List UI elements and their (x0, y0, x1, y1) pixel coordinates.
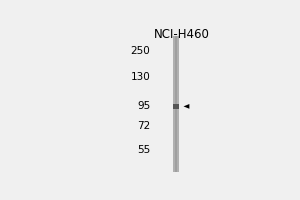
Text: 95: 95 (137, 101, 150, 111)
Bar (172, 36, 179, 172)
Text: 72: 72 (137, 121, 150, 131)
Text: 250: 250 (130, 46, 150, 56)
Bar (172, 104, 179, 109)
Text: 55: 55 (137, 145, 150, 155)
Text: NCI-H460: NCI-H460 (154, 28, 210, 41)
Polygon shape (184, 104, 189, 109)
Text: 130: 130 (130, 72, 150, 82)
Bar (175, 36, 177, 172)
